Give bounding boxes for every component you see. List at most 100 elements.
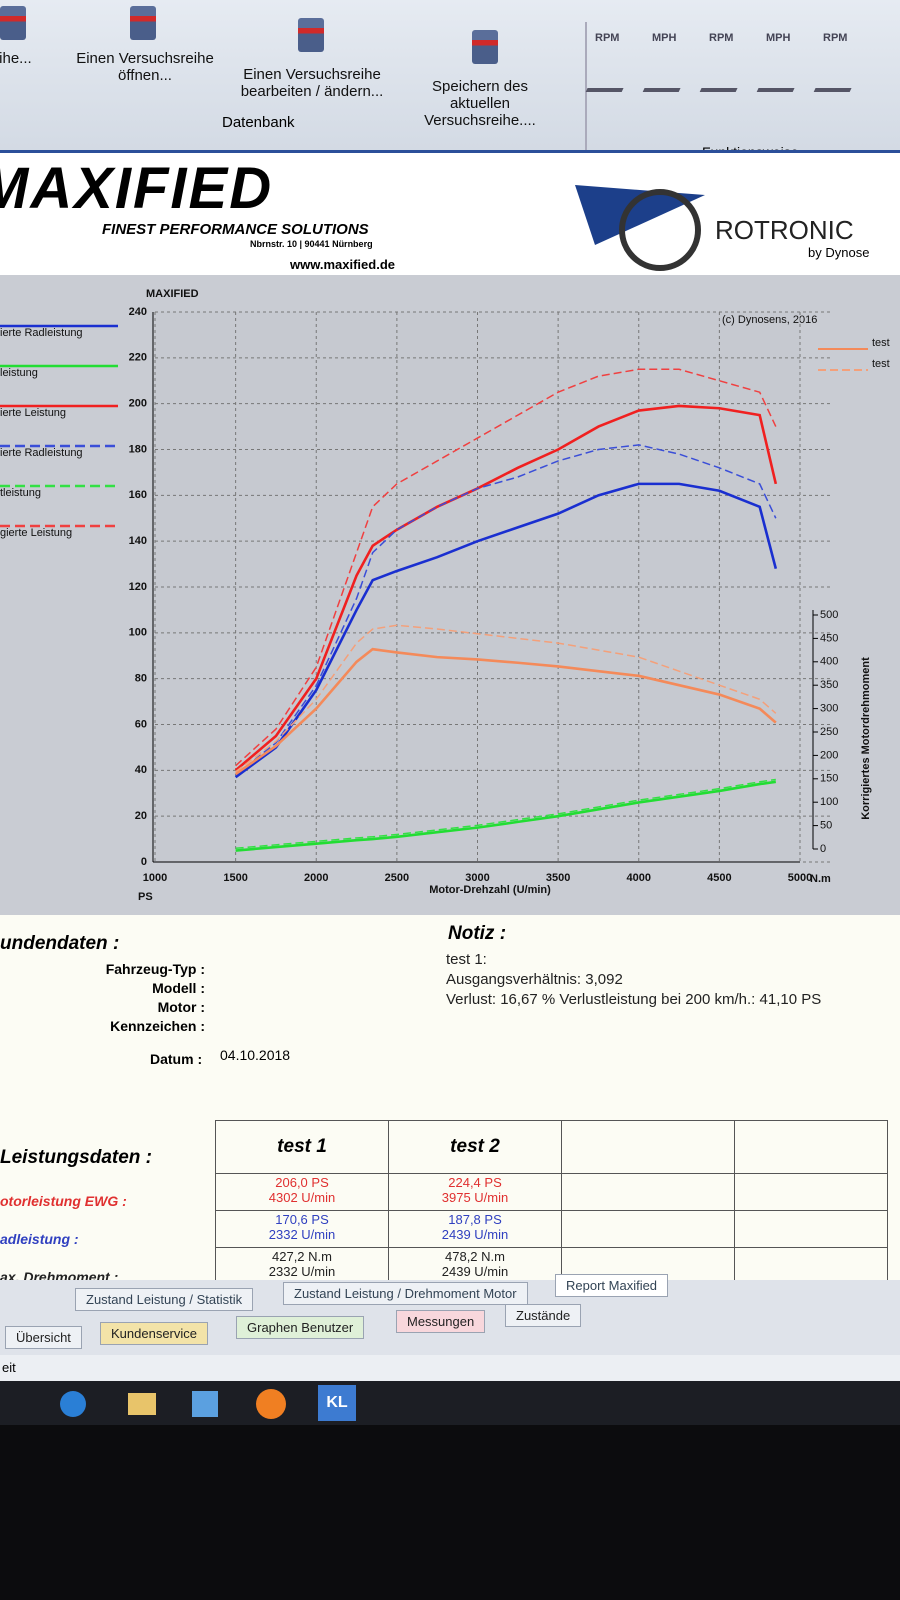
legend-label: ierte Leistung xyxy=(0,407,66,419)
note-line: Ausgangsverhältnis: 3,092 xyxy=(446,971,623,988)
logo: MAXIFIED xyxy=(0,156,274,221)
y2-tick-label: 500 xyxy=(820,609,838,621)
y2-tick-label: 350 xyxy=(820,679,838,691)
cell: 187,8 PS 2439 U/min xyxy=(388,1210,562,1248)
y2-tick-label: 200 xyxy=(820,749,838,761)
y2-axis-label: Korrigiertes Motordrehmoment xyxy=(860,657,872,820)
mode-button[interactable] xyxy=(699,52,755,92)
chart-area: MAXIFIED (c) Dynosens, 2016 1000 1500 2000 25… xyxy=(0,275,900,915)
series-line xyxy=(235,444,777,776)
report-tab[interactable]: Zustand Leistung / Drehmoment Motor xyxy=(283,1282,528,1305)
cell-text: 427,2 N.m xyxy=(272,1249,332,1264)
section-title: Notiz : xyxy=(448,923,507,944)
y2-tick-label: 400 xyxy=(820,656,838,668)
legend-label: leistung xyxy=(0,367,38,379)
series-line xyxy=(235,624,777,773)
legend-label: test xyxy=(872,358,890,370)
mode-button[interactable] xyxy=(585,52,641,92)
cell xyxy=(734,1173,888,1211)
x-axis-label: Motor-Drehzahl (U/min) xyxy=(429,884,551,896)
main-tab[interactable]: Messungen xyxy=(396,1310,486,1333)
y-axis-label: PS xyxy=(138,891,153,903)
icon xyxy=(298,18,324,52)
main-tab[interactable]: Zustände xyxy=(505,1304,582,1327)
cell xyxy=(734,1120,888,1174)
cell xyxy=(734,1247,888,1285)
cell: 478,2 N.m 2439 U/min xyxy=(388,1247,562,1285)
url: www.maxified.de xyxy=(290,257,395,272)
x-tick-label: 1000 xyxy=(143,872,167,884)
date-label: Datum : xyxy=(150,1051,203,1067)
cell: 427,2 N.m 2332 U/min xyxy=(215,1247,389,1285)
y2-tick-label: 150 xyxy=(820,773,838,785)
taskbar-app[interactable]: KL xyxy=(318,1385,356,1421)
taskbar-icon[interactable] xyxy=(60,1391,86,1417)
series-line xyxy=(234,647,777,776)
table-row: 206,0 PS 4302 U/min 224,4 PS 3975 U/min xyxy=(215,1173,888,1211)
cell-text: 2332 U/min xyxy=(268,1264,336,1279)
series-line xyxy=(235,778,776,849)
mode-label: MPH xyxy=(766,32,791,44)
y2-tick-label: 100 xyxy=(820,796,838,808)
y2-tick-label: 250 xyxy=(820,726,838,738)
report-body: undendaten : Fahrzeug-Typ : Modell : Motor… xyxy=(0,915,900,1285)
y-tick-label: 220 xyxy=(129,352,147,364)
date: 04.10.2018 xyxy=(220,1047,291,1063)
mode-label: RPM xyxy=(595,32,620,44)
report-tab[interactable]: Report Maxified xyxy=(555,1274,669,1297)
toolbar-button[interactable]: Speichern des aktuellen Versuchsreihe...… xyxy=(424,78,536,129)
toolbar-button[interactable]: Einen Versuchsreihe bearbeiten / ändern.… xyxy=(240,66,384,100)
mode-label: MPH xyxy=(652,32,677,44)
y-tick-label: 60 xyxy=(135,718,147,730)
x-tick-label: 5000 xyxy=(788,872,812,884)
main-tab[interactable]: Kundenservice xyxy=(100,1322,208,1345)
y2-tick-label: 450 xyxy=(820,632,838,644)
cell-text: 206,0 PS xyxy=(275,1175,329,1190)
x-tick-label: 4000 xyxy=(627,872,651,884)
cell-text: 2439 U/min xyxy=(441,1264,509,1279)
cell: 206,0 PS 4302 U/min xyxy=(215,1173,389,1211)
section-title: undendaten : xyxy=(0,933,120,954)
y-tick-label: 120 xyxy=(129,581,147,593)
mode-button[interactable] xyxy=(642,52,698,92)
y-tick-label: 80 xyxy=(135,673,147,685)
note-line: test 1: xyxy=(446,951,487,968)
toolbar-button[interactable]: er reihe... xyxy=(0,50,32,67)
status-bar: eit xyxy=(0,1355,900,1381)
partner-logo xyxy=(575,185,705,271)
taskbar-icon[interactable] xyxy=(128,1393,156,1415)
section-title: Leistungsdaten : xyxy=(0,1147,153,1168)
chart-title: MAXIFIED xyxy=(146,288,199,300)
table-row: 427,2 N.m 2332 U/min 478,2 N.m 2439 U/min xyxy=(215,1247,888,1285)
cell-text: 2332 U/min xyxy=(268,1227,336,1242)
main-tab[interactable]: Übersicht xyxy=(5,1326,82,1349)
taskbar-icon[interactable] xyxy=(192,1391,218,1417)
y-tick-label: 180 xyxy=(129,443,147,455)
icon xyxy=(472,30,498,64)
cell-text: 478,2 N.m xyxy=(445,1249,505,1264)
column-header: test 1 xyxy=(215,1120,389,1174)
legend-label: tleistung xyxy=(0,487,41,499)
tab-bar: Zustand Leistung / Statistik Zustand Leis… xyxy=(0,1274,900,1355)
mode-button[interactable] xyxy=(756,52,812,92)
legend-label: ierte Radleistung xyxy=(0,447,83,459)
main-tab[interactable]: Graphen Benutzer xyxy=(236,1316,365,1339)
series-line xyxy=(235,368,777,767)
row-label: otorleistung EWG : xyxy=(0,1193,127,1209)
toolbar-button[interactable]: Einen Versuchsreihe öffnen... xyxy=(76,50,214,84)
icon xyxy=(0,6,26,40)
cell xyxy=(561,1173,735,1211)
cell: 224,4 PS 3975 U/min xyxy=(388,1173,562,1211)
x-tick-label: 1500 xyxy=(223,872,247,884)
x-tick-label: 2000 xyxy=(304,872,328,884)
x-tick-label: 3000 xyxy=(465,872,489,884)
mode-button[interactable] xyxy=(813,52,869,92)
taskbar-icon[interactable] xyxy=(256,1389,286,1419)
x-tick-label: 2500 xyxy=(385,872,409,884)
field-label: Motor : xyxy=(157,999,205,1015)
cell-text: 187,8 PS xyxy=(448,1212,502,1227)
cell xyxy=(734,1210,888,1248)
group-label: Datenbank xyxy=(222,114,295,131)
report-tab[interactable]: Zustand Leistung / Statistik xyxy=(75,1288,254,1311)
cell-text: 224,4 PS xyxy=(448,1175,502,1190)
